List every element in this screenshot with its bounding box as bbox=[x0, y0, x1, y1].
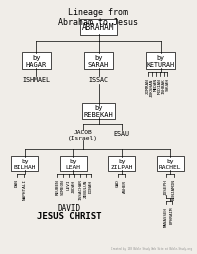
FancyBboxPatch shape bbox=[80, 20, 117, 36]
Text: ZIMRAN: ZIMRAN bbox=[146, 78, 150, 94]
Text: ABRAHAM: ABRAHAM bbox=[82, 23, 115, 32]
Text: MEDAN: MEDAN bbox=[154, 78, 158, 91]
Text: JACOB
(Israel): JACOB (Israel) bbox=[68, 130, 98, 140]
FancyBboxPatch shape bbox=[60, 156, 87, 171]
Text: JESUS CHRIST: JESUS CHRIST bbox=[37, 211, 102, 220]
Text: REUBEN: REUBEN bbox=[55, 179, 59, 195]
Text: SIMEON: SIMEON bbox=[61, 179, 65, 195]
Text: by
ZILPAH: by ZILPAH bbox=[111, 158, 133, 169]
Text: SHUAH: SHUAH bbox=[165, 78, 169, 91]
Text: ISHMAEL: ISHMAEL bbox=[22, 77, 50, 83]
Text: ISHBAK: ISHBAK bbox=[162, 78, 165, 94]
Text: EPHRAIM: EPHRAIM bbox=[170, 206, 174, 223]
Text: GAD: GAD bbox=[115, 179, 120, 187]
Text: DINAH: DINAH bbox=[89, 179, 93, 192]
Text: by
BILHAH: by BILHAH bbox=[13, 158, 36, 169]
Text: MANASSEH: MANASSEH bbox=[164, 206, 168, 226]
Text: DAN: DAN bbox=[15, 179, 19, 187]
Text: by
RACHEL: by RACHEL bbox=[159, 158, 182, 169]
FancyBboxPatch shape bbox=[157, 156, 184, 171]
Text: JOKSHAN: JOKSHAN bbox=[150, 78, 154, 96]
Text: ASHER: ASHER bbox=[123, 179, 127, 192]
FancyBboxPatch shape bbox=[22, 53, 51, 70]
Text: NAPHTALI: NAPHTALI bbox=[22, 179, 26, 200]
Text: Lineage from
Abraham to Jesus: Lineage from Abraham to Jesus bbox=[59, 8, 138, 27]
Text: JUDAH: JUDAH bbox=[72, 179, 76, 192]
Text: by
SARAH: by SARAH bbox=[88, 55, 109, 68]
Text: ZEBULUN: ZEBULUN bbox=[84, 179, 88, 197]
Text: ISSACHAR: ISSACHAR bbox=[78, 179, 82, 200]
Text: BENJAMIN: BENJAMIN bbox=[172, 179, 176, 200]
Text: by
REBEKAH: by REBEKAH bbox=[84, 105, 113, 118]
FancyBboxPatch shape bbox=[82, 104, 115, 119]
Text: ISSAC: ISSAC bbox=[88, 77, 109, 83]
FancyBboxPatch shape bbox=[146, 53, 175, 70]
Text: by
HAGAR: by HAGAR bbox=[26, 55, 47, 68]
Text: Created by 100 Bible Study Web Site at Bible-Study.org: Created by 100 Bible Study Web Site at B… bbox=[111, 246, 192, 250]
Text: MIDIAN: MIDIAN bbox=[158, 78, 162, 94]
Text: by
LEAH: by LEAH bbox=[66, 158, 81, 169]
FancyBboxPatch shape bbox=[11, 156, 38, 171]
Text: DAVID: DAVID bbox=[58, 203, 81, 212]
Text: LEVI: LEVI bbox=[67, 179, 71, 189]
Text: by
KETURAH: by KETURAH bbox=[147, 55, 175, 68]
FancyBboxPatch shape bbox=[84, 53, 113, 70]
Text: JOSEPH: JOSEPH bbox=[164, 179, 168, 195]
Text: ESAU: ESAU bbox=[114, 131, 130, 136]
FancyBboxPatch shape bbox=[108, 156, 135, 171]
